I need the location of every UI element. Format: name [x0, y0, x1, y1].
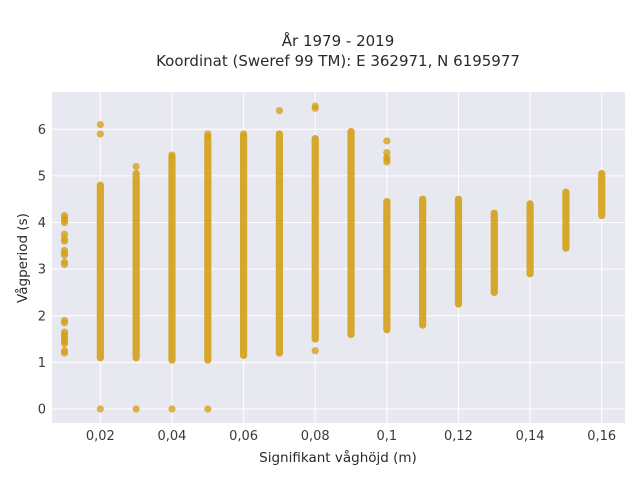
- chart-title-line2: Koordinat (Sweref 99 TM): E 362971, N 61…: [156, 52, 520, 70]
- x-axis-label: Signifikant våghöjd (m): [259, 449, 417, 466]
- y-tick-label: 0: [38, 403, 46, 418]
- x-tick-label: 0,14: [516, 429, 545, 444]
- data-point: [311, 347, 319, 355]
- x-tick-label: 0,06: [229, 429, 258, 444]
- chart-title-line1: År 1979 - 2019: [282, 31, 395, 50]
- data-point: [60, 258, 69, 266]
- x-tick-label: 0,1: [377, 429, 398, 444]
- data-point: [60, 316, 69, 325]
- y-axis-label: Vågperiod (s): [14, 213, 31, 303]
- x-tick-label: 0,02: [86, 429, 115, 444]
- data-point: [239, 130, 248, 138]
- data-point: [60, 230, 69, 238]
- data-point: [60, 347, 69, 355]
- data-point: [204, 405, 212, 413]
- y-tick-label: 6: [38, 123, 46, 138]
- y-tick-label: 3: [38, 263, 46, 278]
- data-point: [96, 121, 104, 129]
- data-point: [96, 130, 104, 138]
- x-tick-label: 0,16: [587, 429, 616, 444]
- data-point: [60, 328, 69, 336]
- y-tick-label: 2: [38, 309, 46, 324]
- data-point: [204, 130, 212, 138]
- data-point: [132, 405, 140, 413]
- x-tick-labels: 0,02 0,04 0,06 0,08 0,1 0,12 0,14 0,16: [86, 429, 616, 444]
- data-points: [60, 102, 606, 413]
- x-tick-label: 0,12: [444, 429, 473, 444]
- data-point: [168, 151, 176, 159]
- data-point: [132, 162, 140, 171]
- x-tick-label: 0,08: [301, 429, 330, 444]
- x-tick-label: 0,04: [157, 429, 186, 444]
- y-tick-label: 1: [38, 356, 46, 371]
- data-point: [60, 246, 69, 255]
- data-point: [383, 137, 391, 145]
- data-point: [311, 102, 319, 110]
- data-point: [383, 149, 391, 157]
- data-point: [96, 405, 104, 413]
- data-point: [275, 107, 284, 115]
- y-tick-label: 5: [38, 169, 46, 184]
- y-tick-labels: 0 1 2 3 4 5 6: [38, 123, 46, 418]
- data-point: [168, 405, 176, 413]
- y-tick-label: 4: [38, 216, 46, 231]
- data-point: [60, 211, 69, 220]
